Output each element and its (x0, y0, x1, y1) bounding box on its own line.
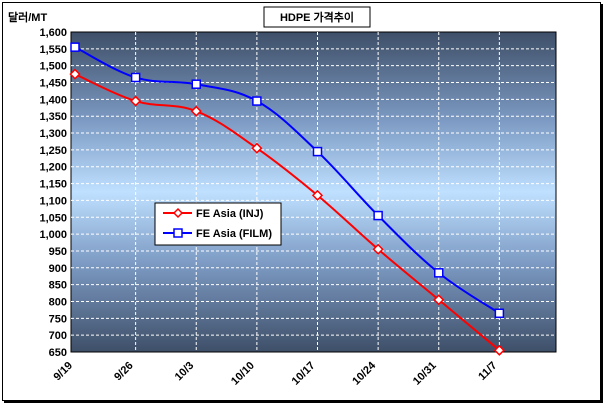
data-point (130, 95, 142, 107)
y-tick-label: 1,400 (39, 94, 67, 106)
series-line (74, 73, 501, 352)
legend-label-film: FE Asia (FILM) (196, 228, 272, 240)
data-point (251, 142, 263, 154)
x-tick-label: 10/31 (411, 360, 439, 388)
y-tick-label: 1,100 (39, 195, 67, 207)
y-tick-label: 1,500 (39, 61, 67, 73)
data-point (311, 189, 324, 201)
series-film (70, 42, 505, 319)
data-point (190, 105, 202, 117)
series-layer (69, 42, 505, 356)
y-tick-label: 700 (49, 330, 67, 342)
x-tick-label: 9/26 (112, 360, 136, 384)
data-point (70, 42, 80, 52)
y-tick-label: 750 (49, 313, 67, 325)
data-point (433, 294, 445, 306)
y-tick-label: 950 (49, 246, 67, 258)
y-axis-label: 달러/MT (8, 10, 47, 24)
y-tick-label: 1,350 (39, 111, 67, 123)
y-tick-label: 1,050 (39, 212, 67, 224)
y-tick-label: 1,000 (39, 229, 67, 241)
x-tick-label: 10/10 (229, 360, 257, 388)
data-point (69, 68, 81, 80)
y-tick-label: 650 (49, 347, 67, 359)
x-tick-label: 10/3 (173, 360, 197, 384)
x-tick-labels: 9/19 9/26 10/3 10/10 10/17 10/24 10/31 11/7 (51, 359, 499, 388)
data-point (373, 210, 383, 221)
series-line (74, 46, 500, 315)
data-point (312, 146, 323, 157)
legend-marker-film (173, 228, 183, 238)
y-tick-label: 1,250 (39, 145, 67, 157)
data-point (493, 344, 505, 356)
legend-marker-inj (172, 207, 184, 219)
y-tick-label: 800 (49, 296, 67, 308)
data-point (191, 79, 201, 89)
legend: FE Asia (INJ) FE Asia (FILM) (154, 202, 282, 246)
y-tick-label: 850 (49, 280, 67, 292)
chart-title: HDPE 가격추이 (280, 10, 354, 24)
legend-label-inj: FE Asia (INJ) (196, 208, 264, 220)
x-tick-label: 9/19 (51, 360, 75, 384)
chart-title-box (263, 6, 371, 28)
x-tick-label: 11/7 (476, 360, 499, 383)
data-point (494, 308, 505, 319)
y-tick-label: 1,550 (39, 44, 67, 56)
x-tick-label: 10/24 (350, 359, 379, 388)
data-point (372, 243, 384, 255)
series-inj (69, 68, 505, 356)
y-tick-label: 1,150 (39, 179, 67, 191)
data-point (130, 72, 141, 83)
x-tick-label: 10/17 (290, 360, 318, 388)
y-tick-labels: 650 700 750 800 850 900 950 1,000 1,050 1,100 1,15… (39, 27, 67, 359)
y-tick-label: 900 (49, 263, 67, 275)
y-tick-label: 1,450 (39, 78, 67, 90)
y-tick-label: 1,200 (39, 162, 67, 174)
data-point (252, 96, 262, 106)
y-tick-label: 1,300 (39, 128, 67, 140)
data-point (434, 268, 444, 278)
y-tick-label: 1,600 (39, 27, 67, 39)
